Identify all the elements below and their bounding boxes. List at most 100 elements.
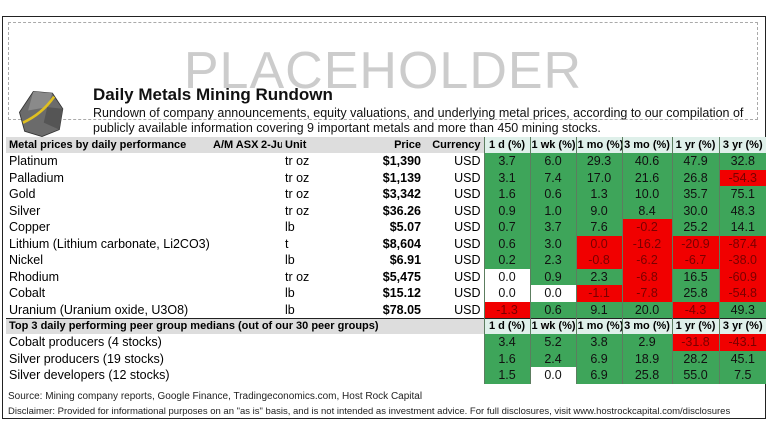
change-cell: 14.1 [718,219,767,236]
period-header: 3 mo (%) [621,317,673,334]
change-cell: 0.6 [529,186,577,203]
metal-currency: USD [454,286,481,301]
metal-name: Platinum [9,154,58,169]
change-cell: 2.3 [529,252,577,269]
change-cell: -4.3 [671,301,720,318]
change-cell: -54.3 [718,169,767,186]
period-header: 1 yr (%) [671,137,720,153]
peer-name: Cobalt producers (4 stocks) [9,335,162,350]
change-cell: 0.0 [483,285,531,302]
change-cell: 0.0 [529,285,577,302]
metal-row: Gold tr oz $3,342 USD 1.6 0.6 1.3 10.0 35.7 75.1 [6,186,767,203]
metal-name: Rhodium [9,269,60,284]
change-cell: -54.8 [718,285,767,302]
change-cell: 17.0 [575,169,623,186]
metal-row: Copper lb $5.07 USD 0.7 3.7 7.6 -0.2 25.2 14.1 [6,219,767,236]
metal-currency: USD [454,187,481,202]
change-cell: 75.1 [718,186,767,203]
metal-currency: USD [454,220,481,235]
change-cell: 48.3 [718,202,767,219]
metal-name: Gold [9,187,36,202]
change-cell: 6.9 [575,367,623,384]
change-cell: 3.0 [529,235,577,252]
change-cell: 7.5 [718,367,767,384]
session-label: A/M ASX [213,139,259,151]
change-cell: 0.2 [483,252,531,269]
change-cell: 1.6 [483,186,531,203]
metal-price: $5.07 [389,220,422,235]
metal-row: Palladium tr oz $1,139 USD 3.1 7.4 17.0 21.6 26.… [6,169,767,186]
unit-header: Unit [282,137,342,153]
change-cell: 0.0 [529,367,577,384]
change-cell: -0.8 [575,252,623,269]
metal-price: $15.12 [382,286,422,301]
change-cell: 55.0 [671,367,720,384]
change-cell: 20.0 [621,301,673,318]
disclaimer: Disclaimer: Provided for informational p… [8,406,731,417]
change-cell: 1.3 [575,186,623,203]
change-cell: 0.9 [529,268,577,285]
change-cell: 30.0 [671,202,720,219]
change-cell: -38.0 [718,252,767,269]
change-cell: 40.6 [621,153,673,170]
peer-name: Silver producers (19 stocks) [9,351,164,366]
change-cell: -7.8 [621,285,673,302]
change-cell: 25.8 [621,367,673,384]
change-cell: 18.9 [621,350,673,367]
change-cell: -16.2 [621,235,673,252]
change-cell: 0.6 [483,235,531,252]
change-cell: 10.0 [621,186,673,203]
report-description: Rundown of company announcements, equity… [93,106,744,135]
peer-name: Silver developers (12 stocks) [9,368,170,383]
metal-row: Platinum tr oz $1,390 USD 3.7 6.0 29.3 40.6 47.9… [6,153,767,170]
period-header: 1 d (%) [483,317,531,334]
metal-name: Copper [9,220,50,235]
change-cell: 8.4 [621,202,673,219]
metals-header-label: Metal prices by daily performance [9,139,187,151]
change-cell: -6.2 [621,252,673,269]
change-cell: 6.0 [529,153,577,170]
change-cell: -6.8 [621,268,673,285]
change-cell: 3.7 [529,219,577,236]
report-title: Daily Metals Mining Rundown [93,85,333,104]
change-cell: 0.0 [575,235,623,252]
metal-price: $3,342 [382,187,422,202]
change-cell: -6.7 [671,252,720,269]
change-cell: 0.9 [483,202,531,219]
metal-currency: USD [454,203,481,218]
header-row: Top 3 daily performing peer group median… [6,317,767,334]
period-header: 3 mo (%) [621,137,673,153]
change-cell: -1.3 [483,301,531,318]
metal-price: $1,390 [382,154,422,169]
peer-row: Silver producers (19 stocks) 1.6 2.4 6.9 18.… [6,350,767,367]
metal-name: Silver [9,203,41,218]
metal-unit: tr oz [285,187,310,202]
change-cell: 0.0 [483,268,531,285]
change-cell: 7.4 [529,169,577,186]
change-cell: 7.6 [575,219,623,236]
metal-row: Cobalt lb $15.12 USD 0.0 0.0 -1.1 -7.8 25.8 -54.8 [6,285,767,302]
change-cell: 1.6 [483,350,531,367]
change-cell: -20.9 [671,235,720,252]
metal-unit: tr oz [285,203,310,218]
metal-name: Uranium (Uranium oxide, U3O8) [9,302,189,317]
metal-price: $5,475 [382,269,422,284]
metal-currency: USD [454,253,481,268]
change-cell: 49.3 [718,301,767,318]
period-header: 3 yr (%) [718,317,767,334]
peer-row: Cobalt producers (4 stocks) 3.4 5.2 3.8 2.9-… [6,334,767,351]
change-cell: 45.1 [718,350,767,367]
change-cell: 0.7 [483,219,531,236]
metal-currency: USD [454,302,481,317]
metal-currency: USD [454,154,481,169]
period-header: 1 d (%) [483,137,531,153]
metal-currency: USD [454,269,481,284]
period-header: 1 yr (%) [671,317,720,334]
change-cell: 32.8 [718,153,767,170]
metal-row: Uranium (Uranium oxide, U3O8) lb $78.05 USD… [6,301,767,318]
metal-unit: tr oz [285,154,310,169]
change-cell: 3.1 [483,169,531,186]
date-label: 2-Jul-2025 [261,139,282,151]
change-cell: 2.3 [575,268,623,285]
change-cell: 25.8 [671,285,720,302]
